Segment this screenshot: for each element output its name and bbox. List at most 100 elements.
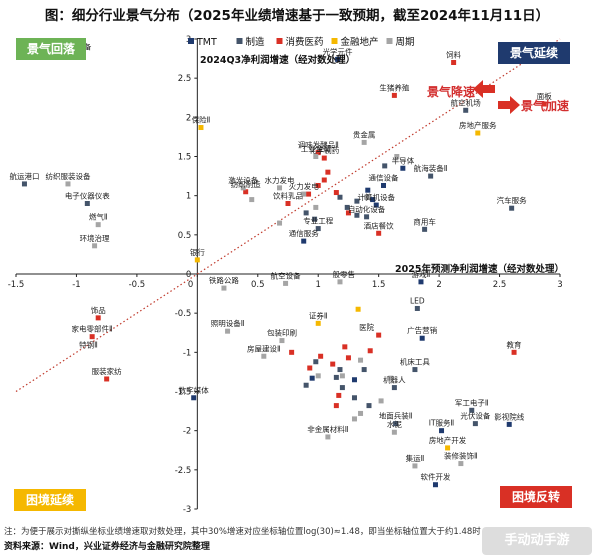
legend-label: TMT <box>196 37 217 48</box>
y-tick-label: -0.5 <box>175 309 192 319</box>
data-point <box>367 348 373 354</box>
point-label: 电子仪器仪表 <box>65 191 110 201</box>
data-point <box>315 373 321 379</box>
y-tick-label: -3 <box>183 505 191 515</box>
point-label: 水泥 <box>387 419 402 429</box>
source-note: 资料来源：Wind，兴业证券经济与金融研究院整理 <box>4 542 210 552</box>
data-point <box>339 385 345 391</box>
data-point <box>365 187 371 193</box>
point-label: 航海装备Ⅱ <box>414 163 448 173</box>
data-point <box>451 60 457 65</box>
legend-swatch <box>331 38 338 44</box>
data-point <box>325 434 331 440</box>
point-label: 广告营销 <box>407 325 437 335</box>
point-label: 贵金属 <box>353 129 376 139</box>
point-label: 铁路公路 <box>209 275 239 285</box>
point-label: 房地产服务 <box>459 120 497 130</box>
data-point <box>351 416 357 422</box>
data-point <box>366 403 372 409</box>
data-point <box>307 365 313 371</box>
point-label: 半导体 <box>392 155 415 165</box>
data-point <box>422 226 428 232</box>
data-point <box>315 320 321 326</box>
data-point <box>391 92 397 98</box>
x-tick-label: 3 <box>557 280 562 290</box>
data-point <box>279 338 285 344</box>
point-label: 机床工具 <box>400 357 430 367</box>
data-point <box>414 305 420 311</box>
point-label: 商用车 <box>413 216 436 226</box>
point-label: 集运Ⅱ <box>406 453 425 463</box>
arrow-down-icon <box>473 80 495 98</box>
data-point <box>339 373 345 379</box>
data-point <box>354 212 360 218</box>
point-label: 火力发电 <box>289 181 319 191</box>
arrow-up-icon <box>498 96 520 114</box>
point-label: 医院 <box>359 322 374 332</box>
data-point <box>344 204 350 210</box>
point-label: 家电零部件Ⅱ <box>72 324 113 334</box>
data-point <box>412 463 418 469</box>
point-label: 教育 <box>507 339 522 349</box>
point-label: 酒店餐饮 <box>364 220 394 230</box>
point-labels: 火电设备航运港口纺织服装设备电子仪器仪表燃气Ⅱ环境治理保险Ⅱ激光设备纺织制造光学… <box>9 42 552 482</box>
data-point <box>393 421 399 427</box>
legend-label: 消费医药 <box>286 36 324 48</box>
data-point <box>364 214 370 220</box>
x-tick-label: 0.5 <box>251 280 265 290</box>
data-point <box>289 349 295 355</box>
data-point <box>361 367 367 373</box>
point-label: 计算机设备 <box>357 192 395 202</box>
legend-label: 制造 <box>246 36 266 48</box>
data-point <box>321 177 327 183</box>
point-label: 航运港口 <box>9 171 39 181</box>
point-label: 面板 <box>537 91 552 101</box>
point-label: 饲料 <box>446 50 461 60</box>
point-label: 光伏设备 <box>460 411 490 421</box>
legend-swatch <box>236 38 243 44</box>
data-point <box>303 382 309 388</box>
point-label: 通信服务 <box>289 228 319 238</box>
data-point <box>458 461 464 467</box>
data-point <box>283 280 289 286</box>
data-point <box>315 150 321 156</box>
point-label: 一般零售 <box>325 269 355 279</box>
legend-swatch <box>386 38 393 44</box>
data-point <box>351 377 357 383</box>
data-point <box>313 154 319 159</box>
footnote: 注：为便于展示对撕纵坐标业绩增速取对数处理，其中30%增速对应坐标轴位置log(… <box>4 527 481 537</box>
y-tick-label: 0 <box>186 270 191 280</box>
data-point <box>388 375 394 381</box>
data-point <box>342 344 348 350</box>
data-point <box>333 403 339 409</box>
legend-swatch <box>188 38 194 44</box>
legend-label: 周期 <box>396 37 415 48</box>
y-tick-label: 1.5 <box>178 153 192 163</box>
data-point <box>391 385 397 391</box>
x-tick-label: 2.5 <box>493 280 507 290</box>
point-label: 光学元件 <box>323 46 353 56</box>
point-label: 非金属材料Ⅱ <box>307 424 348 434</box>
point-label: 航空机场 <box>451 97 481 107</box>
data-point <box>315 182 321 188</box>
point-label: 机器人 <box>383 375 406 385</box>
data-point <box>469 407 475 413</box>
point-label: 软件开发 <box>420 472 450 482</box>
y-tick-label: -2 <box>183 427 191 437</box>
x-tick-label: 2 <box>436 280 441 290</box>
x-tick-label: -1 <box>72 280 80 290</box>
data-point <box>373 202 379 208</box>
data-point <box>318 353 324 359</box>
data-point <box>313 359 319 365</box>
page-title: 图：细分行业景气分布（2025年业绩增速基于一致预期，截至2024年11月11日… <box>44 8 550 24</box>
data-point <box>306 191 312 197</box>
x-tick-label: 1.5 <box>372 280 386 290</box>
origin-label: 0 <box>188 280 193 290</box>
data-point <box>400 165 406 171</box>
data-point <box>541 101 547 107</box>
data-point <box>335 56 341 62</box>
quadrant-label-bottom-left: 困境延续 <box>14 489 86 511</box>
data-point <box>351 395 357 401</box>
legend-swatch <box>276 38 283 44</box>
point-label: 房地产开发 <box>429 435 467 445</box>
